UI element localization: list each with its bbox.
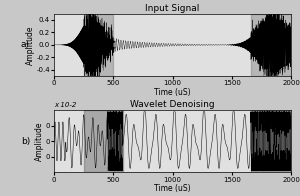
Title: Wavelet Denoising: Wavelet Denoising: [130, 100, 215, 109]
Y-axis label: Amplitude: Amplitude: [35, 122, 44, 161]
Bar: [84, 110, 123, 172]
X-axis label: Time (uS): Time (uS): [154, 88, 191, 97]
Bar: [251, 14, 291, 76]
Text: x 10-2: x 10-2: [54, 102, 76, 108]
Title: Input Signal: Input Signal: [145, 4, 200, 13]
Bar: [251, 110, 291, 172]
Bar: [84, 14, 113, 76]
Y-axis label: Amplitude: Amplitude: [26, 25, 35, 65]
X-axis label: Time (uS): Time (uS): [154, 184, 191, 193]
Text: b): b): [21, 137, 30, 146]
Text: a): a): [21, 40, 30, 49]
